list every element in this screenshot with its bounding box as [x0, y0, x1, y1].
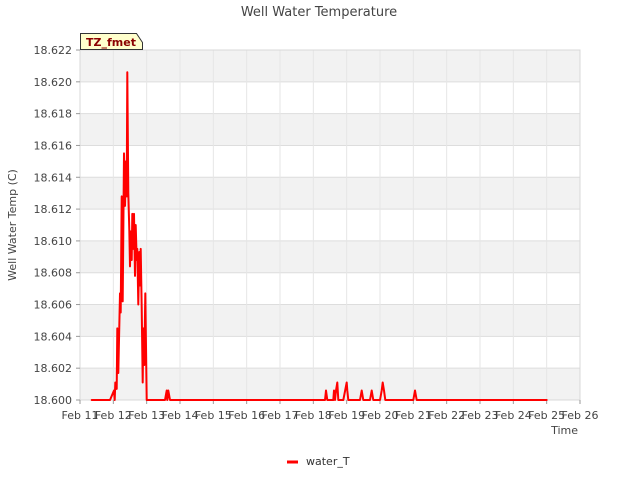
grid-band [80, 50, 580, 82]
x-tick-label: Feb 23 [462, 409, 499, 422]
x-tick-label: Feb 21 [395, 409, 432, 422]
y-tick-label: 18.602 [34, 362, 73, 375]
y-axis: 18.600 18.602 18.604 18.606 18.608 18.610 18.6… [34, 44, 80, 407]
y-tick-label: 18.618 [34, 108, 73, 121]
y-tick-label: 18.620 [34, 76, 73, 89]
chart-title: Well Water Temperature [241, 5, 397, 20]
x-tick-label: Feb 17 [262, 409, 299, 422]
y-tick-label: 18.612 [34, 203, 73, 216]
y-tick-label: 18.600 [34, 394, 73, 407]
series-line-water_T [90, 71, 548, 401]
y-tick-label: 18.608 [34, 267, 73, 280]
x-tick-label: Feb 20 [362, 409, 399, 422]
grid-band [80, 177, 580, 210]
x-axis-label: Time [550, 424, 578, 437]
x-tick-label: Feb 14 [162, 409, 199, 422]
x-tick-label: Feb 13 [128, 409, 165, 422]
series-layer [90, 71, 548, 401]
y-tick-label: 18.622 [34, 44, 73, 57]
x-tick-label: Feb 18 [295, 409, 332, 422]
x-tick-label: Feb 26 [562, 409, 599, 422]
grid-band [80, 113, 580, 146]
x-tick-label: Feb 19 [328, 409, 365, 422]
legend-label: water_T [306, 455, 350, 468]
legend[interactable]: water_T [287, 455, 350, 468]
grid-lines [79, 49, 581, 401]
y-tick-label: 18.604 [34, 330, 73, 343]
tz-badge-box [80, 33, 143, 50]
x-tick-label: Feb 15 [195, 409, 232, 422]
plot-bands [80, 50, 580, 400]
y-tick-label: 18.616 [34, 139, 73, 152]
grid-band [80, 240, 580, 273]
grid-band [80, 368, 580, 400]
y-tick-label: 18.610 [34, 235, 73, 248]
y-tick-label: 18.606 [34, 299, 73, 312]
x-tick-label: Feb 16 [228, 409, 265, 422]
x-tick-label: Feb 12 [95, 409, 132, 422]
grid-band [80, 304, 580, 337]
plot-area [79, 49, 581, 401]
y-tick-label: 18.614 [34, 171, 73, 184]
tz-badge-label: TZ_fmet [86, 36, 136, 49]
x-tick-label: Feb 24 [495, 409, 532, 422]
tz-badge: TZ_fmet [80, 33, 143, 50]
x-tick-label: Feb 11 [62, 409, 99, 422]
x-tick-label: Feb 22 [428, 409, 465, 422]
x-tick-label: Feb 25 [528, 409, 565, 422]
y-axis-label: Well Water Temp (C) [6, 169, 19, 281]
